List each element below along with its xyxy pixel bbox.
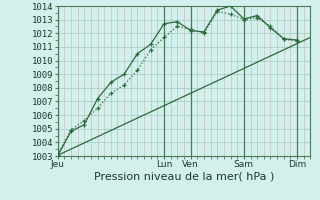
X-axis label: Pression niveau de la mer( hPa ): Pression niveau de la mer( hPa ) [94,172,274,182]
